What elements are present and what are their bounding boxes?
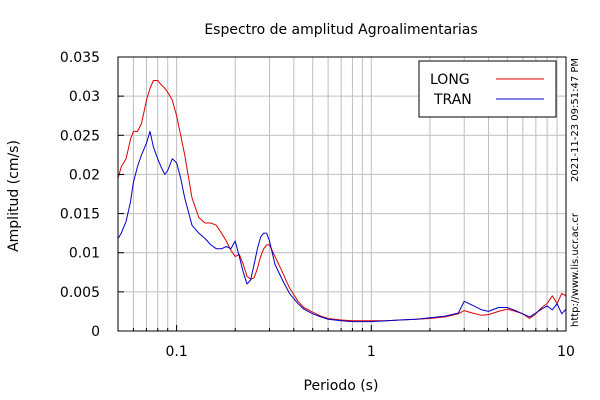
x-tick-label: 10 — [557, 344, 575, 360]
series-layer — [117, 80, 567, 323]
axis-ticks: 0 0.005 0.01 0.015 0.02 0.025 0.03 0.035 0.1 1 10 — [60, 50, 575, 360]
legend: LONG TRAN — [418, 60, 557, 118]
y-tick-label: 0.025 — [60, 128, 100, 144]
legend-label-long: LONG — [430, 72, 470, 88]
plot-frame — [117, 56, 567, 332]
x-tick-label: 0.1 — [165, 344, 187, 360]
chart-title: Espectro de amplitud Agroalimentarias — [204, 22, 477, 38]
y-tick-label: 0.015 — [60, 207, 100, 223]
y-tick-label: 0.03 — [69, 89, 100, 105]
x-tick-label: 1 — [367, 344, 376, 360]
y-axis-label: Amplitud (cm/s) — [6, 140, 22, 252]
source-url-annotation: http://www.lis.ucr.ac.cr — [570, 212, 581, 327]
legend-box — [418, 60, 557, 118]
timestamp-annotation: 2021-11-23 09:51:47 PM — [570, 58, 581, 182]
x-axis-label: Periodo (s) — [304, 378, 379, 394]
series-line-tran — [117, 130, 567, 323]
y-tick-label: 0.02 — [69, 167, 100, 183]
y-tick-label: 0.035 — [60, 50, 100, 66]
y-tick-label: 0 — [91, 324, 100, 340]
y-tick-label: 0.005 — [60, 285, 100, 301]
legend-label-tran: TRAN — [433, 92, 472, 108]
y-tick-label: 0.01 — [69, 246, 100, 262]
series-line-long — [117, 80, 567, 322]
